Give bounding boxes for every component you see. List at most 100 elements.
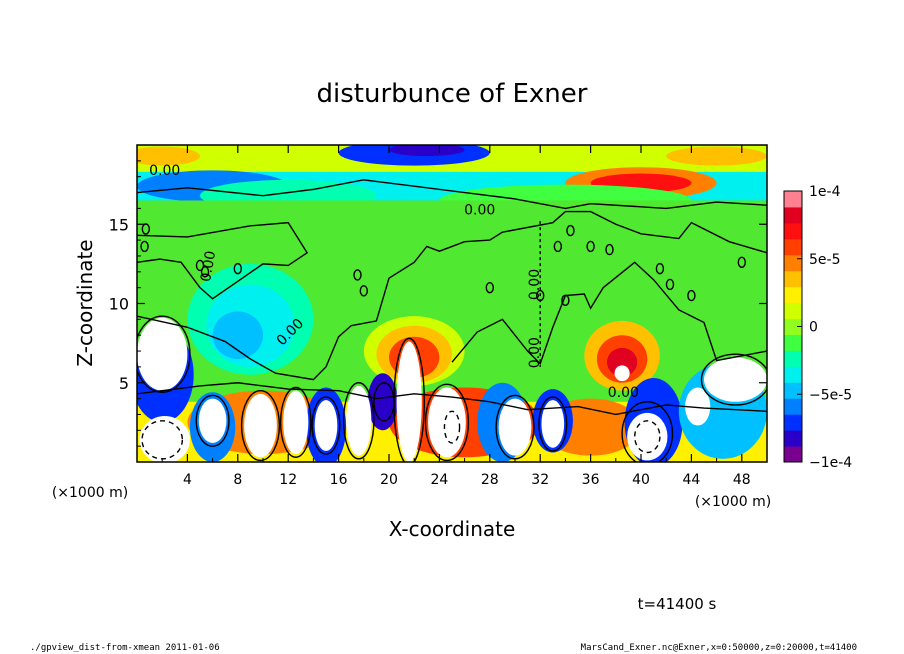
cell-contour bbox=[311, 396, 341, 455]
cell-contour bbox=[424, 383, 470, 462]
small-contour bbox=[687, 289, 696, 302]
y-axis-ticks: 5 10 15 bbox=[109, 160, 767, 447]
cell-contour bbox=[393, 337, 425, 462]
small-contour bbox=[359, 285, 368, 297]
y-tick-label: 5 bbox=[119, 374, 129, 393]
x-axis-label: X-coordinate bbox=[389, 517, 516, 541]
saturated-cell bbox=[137, 317, 188, 391]
small-contour bbox=[140, 240, 149, 253]
zero-contour-right bbox=[451, 261, 767, 366]
x-tick-label: 48 bbox=[733, 472, 751, 488]
colorbar-label: 1e-4 bbox=[809, 184, 841, 200]
x-tick-label: 28 bbox=[481, 472, 499, 488]
contour-lines bbox=[137, 179, 767, 462]
field-blob bbox=[212, 311, 263, 359]
x-tick-label: 40 bbox=[632, 472, 650, 488]
small-contour bbox=[586, 240, 595, 253]
zero-contour-upper bbox=[137, 179, 767, 210]
x-tick-label: 16 bbox=[330, 472, 348, 488]
x-tick-label: 24 bbox=[430, 472, 448, 488]
colorbar-swatch bbox=[784, 430, 802, 447]
small-contour bbox=[566, 224, 575, 237]
x-tick-label: 12 bbox=[279, 472, 297, 488]
colorbar-swatch bbox=[784, 398, 802, 415]
colorbar-label: 0 bbox=[809, 320, 818, 336]
cell-contour bbox=[342, 382, 375, 460]
colorbar-label: 5e-5 bbox=[809, 252, 840, 268]
y-tick-label: 15 bbox=[109, 215, 129, 234]
saturated-cell bbox=[627, 412, 668, 461]
colorbar-swatch bbox=[784, 382, 802, 399]
colorbar-swatch bbox=[784, 222, 802, 240]
colorbar-swatch bbox=[784, 191, 802, 208]
field-blobs bbox=[137, 145, 767, 462]
saturated-cell bbox=[685, 387, 711, 426]
cell-contour bbox=[538, 396, 568, 452]
zero-contour-mid bbox=[137, 221, 309, 300]
saturated-cell bbox=[314, 400, 338, 451]
cell-contour bbox=[195, 394, 230, 447]
cell-contour bbox=[279, 386, 312, 458]
small-contour bbox=[353, 269, 362, 281]
contour-label: 0.00 bbox=[608, 385, 639, 401]
contour-labels: 0.000.000.000.000.000.000.00 bbox=[149, 163, 639, 401]
colorbar bbox=[783, 190, 803, 463]
dashed-contour bbox=[634, 420, 661, 454]
x-tick-label: 32 bbox=[531, 472, 549, 488]
colorbar-swatch bbox=[784, 254, 802, 272]
colorbar-swatch bbox=[784, 238, 802, 256]
zero-contour-main bbox=[137, 210, 767, 381]
small-contour bbox=[655, 262, 665, 275]
colorbar-swatch bbox=[784, 270, 802, 288]
saturated-cell bbox=[346, 385, 372, 456]
x-tick-label: 20 bbox=[380, 472, 398, 488]
time-label: t=41400 s bbox=[638, 595, 717, 613]
chart-title: disturbunce of Exner bbox=[317, 79, 588, 109]
cell-contour bbox=[240, 389, 281, 462]
saturated-cell bbox=[396, 341, 422, 462]
small-contour bbox=[605, 243, 614, 256]
small-contour bbox=[665, 278, 675, 291]
footer-right: MarsCand_Exner.nc@Exner,x=0:50000,z=0:20… bbox=[581, 643, 857, 653]
cell-contour bbox=[700, 353, 767, 406]
small-contour bbox=[737, 256, 746, 268]
colorbar-swatch bbox=[784, 318, 802, 335]
x-tick-label: 8 bbox=[233, 472, 242, 488]
field-blob bbox=[666, 146, 767, 166]
small-contour bbox=[561, 294, 570, 307]
x-unit-left: (×1000 m) bbox=[52, 485, 128, 501]
contour-label: 0.00 bbox=[149, 163, 180, 179]
cell-contour bbox=[621, 401, 674, 462]
cell-contour bbox=[137, 315, 191, 393]
small-contour bbox=[141, 223, 151, 235]
dashed-contour bbox=[443, 410, 461, 444]
contour-label: 0.00 bbox=[527, 337, 543, 368]
y-axis-label: Z-coordinate bbox=[73, 239, 97, 366]
small-contour bbox=[195, 259, 205, 272]
x-tick-label: 4 bbox=[183, 472, 192, 488]
x-axis-ticks: 4 8 12 16 20 24 28 32 36 40 44 48 bbox=[161, 145, 751, 488]
colorbar-swatch bbox=[784, 334, 802, 351]
field-blob bbox=[137, 146, 200, 166]
contour-label: 0.00 bbox=[464, 203, 495, 219]
x-tick-label: 36 bbox=[582, 472, 600, 488]
field-blob bbox=[389, 145, 465, 157]
colorbar-swatch bbox=[784, 350, 802, 367]
colorbar-swatch bbox=[784, 446, 802, 463]
saturated-cell bbox=[244, 393, 277, 458]
colorbar-label: −5e-5 bbox=[809, 387, 852, 403]
colorbar-swatch bbox=[784, 302, 802, 320]
colorbar-label: −1e-4 bbox=[809, 455, 852, 471]
contour-label: 0.00 bbox=[198, 250, 219, 283]
small-contour bbox=[485, 281, 494, 294]
footer-left: ./gpview_dist-from-xmean 2011-01-06 bbox=[30, 643, 220, 653]
saturated-cell bbox=[614, 365, 630, 382]
colorbar-swatch bbox=[784, 414, 802, 431]
x-unit-right: (×1000 m) bbox=[695, 494, 771, 510]
small-contour bbox=[233, 262, 243, 275]
plot-area bbox=[137, 145, 767, 462]
colorbar-swatch bbox=[784, 366, 802, 383]
colorbar-swatch bbox=[784, 286, 802, 304]
colorbar-labels: 1e-4 5e-5 0 −5e-5 −1e-4 bbox=[809, 184, 852, 471]
